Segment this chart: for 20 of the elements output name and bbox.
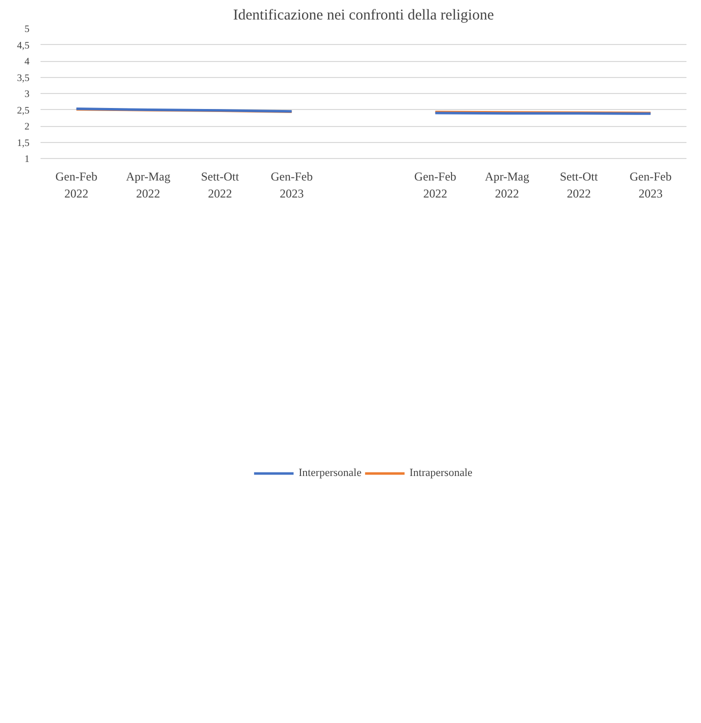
y-tick-label: 2 — [24, 122, 30, 132]
x-tick-label: Apr-Mag 2022 — [126, 170, 170, 200]
x-tick-label: Gen-Feb 2023 — [270, 170, 313, 200]
y-tick-label: 4 — [24, 56, 30, 68]
x-tick-label: Gen-Feb 2022 — [414, 170, 456, 200]
x-tick-label: Apr-Mag 2022 — [484, 170, 530, 200]
y-tick-label: 1,5 — [17, 138, 30, 149]
x-tick-label: Sett-Ott 2022 — [200, 170, 240, 200]
x-tick-label: Sett-Ott 2022 — [560, 170, 598, 200]
y-tick-label: 3,5 — [17, 72, 30, 84]
y-tick-label: 5 — [24, 24, 30, 35]
legend-label: Interpersonale — [298, 467, 362, 479]
y-tick-label: 4,5 — [17, 40, 30, 52]
x-tick-label: Gen-Feb 2023 — [630, 170, 672, 200]
chart-title: Identificazione nei confronti della religione — [233, 8, 494, 24]
y-tick-label: 3 — [24, 89, 30, 100]
y-tick-label: 2,5 — [17, 105, 30, 116]
y-tick-label: 1 — [24, 154, 30, 165]
x-tick-label: Gen-Feb 2022 — [55, 170, 98, 200]
legend-label: Intrapersonale — [410, 467, 472, 479]
